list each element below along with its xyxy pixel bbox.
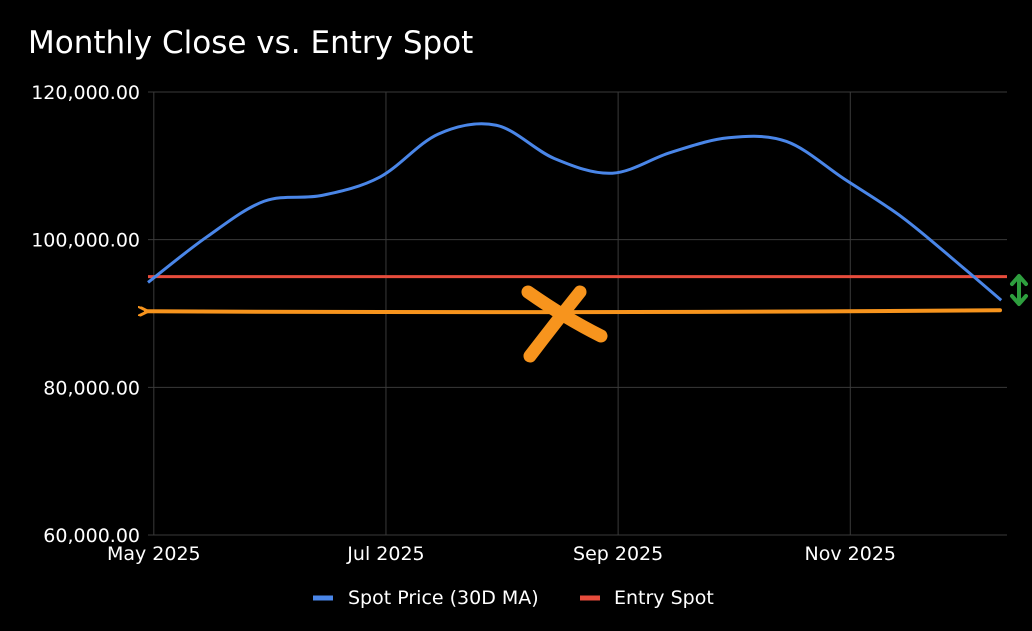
legend-label-spot-price: Spot Price (30D MA) [348, 587, 539, 609]
x-tick-label: Nov 2025 [805, 543, 896, 565]
x-tick-label: Jul 2025 [346, 543, 424, 565]
green-double-arrow-icon [1010, 274, 1028, 306]
series-layer [147, 122, 1007, 302]
y-tick-label: 80,000.00 [43, 377, 140, 399]
y-axis-ticks: 60,000.00 80,000.00 100,000.00 120,000.00 [31, 82, 140, 547]
y-tick-label: 100,000.00 [31, 230, 140, 252]
chart-title: Monthly Close vs. Entry Spot [28, 25, 473, 61]
series-line-spot-price [147, 122, 1003, 302]
y-tick-label: 120,000.00 [31, 82, 140, 104]
annotations [146, 274, 1028, 363]
orange-cross-icon [521, 285, 608, 363]
x-axis-ticks: May 2025 Jul 2025 Sep 2025 Nov 2025 [107, 543, 896, 565]
legend-label-entry-spot: Entry Spot [614, 587, 714, 609]
y-tick-label: 60,000.00 [43, 525, 140, 547]
x-tick-label: May 2025 [107, 543, 201, 565]
x-tick-label: Sep 2025 [573, 543, 663, 565]
legend: Spot Price (30D MA) Entry Spot [313, 587, 714, 609]
orange-arrow-icon [146, 310, 1002, 312]
